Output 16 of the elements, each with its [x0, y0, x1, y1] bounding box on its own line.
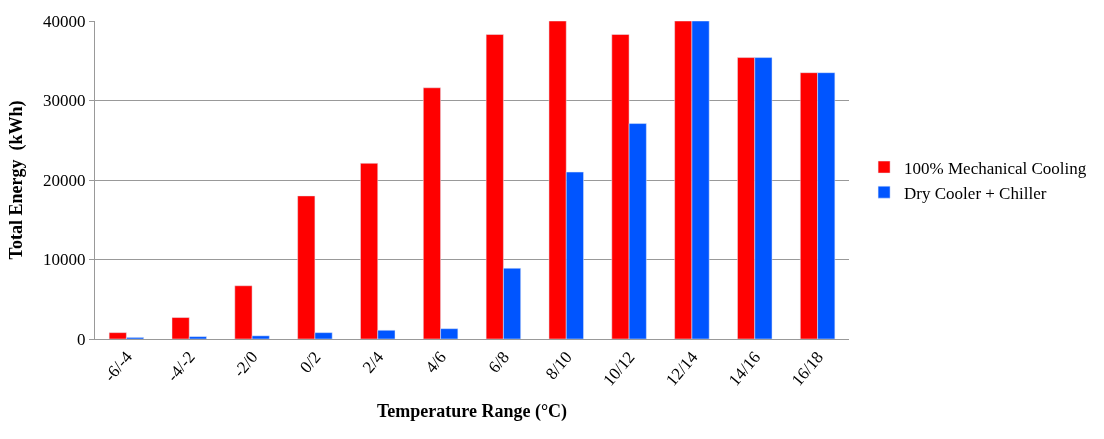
y-tick-label: 40000 [43, 11, 86, 31]
x-tick-label: 2/4 [358, 347, 388, 377]
x-tick-label: 8/10 [541, 347, 576, 384]
x-tick-label: -4/-2 [163, 347, 199, 386]
legend-label: Dry Cooler + Chiller [904, 183, 1047, 203]
y-tick-label: 10000 [43, 250, 86, 270]
y-tick-label: 30000 [43, 91, 86, 111]
x-tick-label: 0/2 [295, 347, 325, 377]
y-tick-label: 20000 [43, 170, 86, 190]
legend-label: 100% Mechanical Cooling [904, 158, 1087, 178]
x-tick-label: 6/8 [484, 347, 513, 377]
x-axis-title: Temperature Range (°C) [376, 400, 568, 422]
y-tick-label: 0 [77, 329, 86, 349]
x-tick-label: -2/0 [229, 347, 262, 381]
y-axis-title: Total Energy (kWh) [6, 100, 28, 260]
x-tick-label: 4/6 [421, 347, 451, 377]
